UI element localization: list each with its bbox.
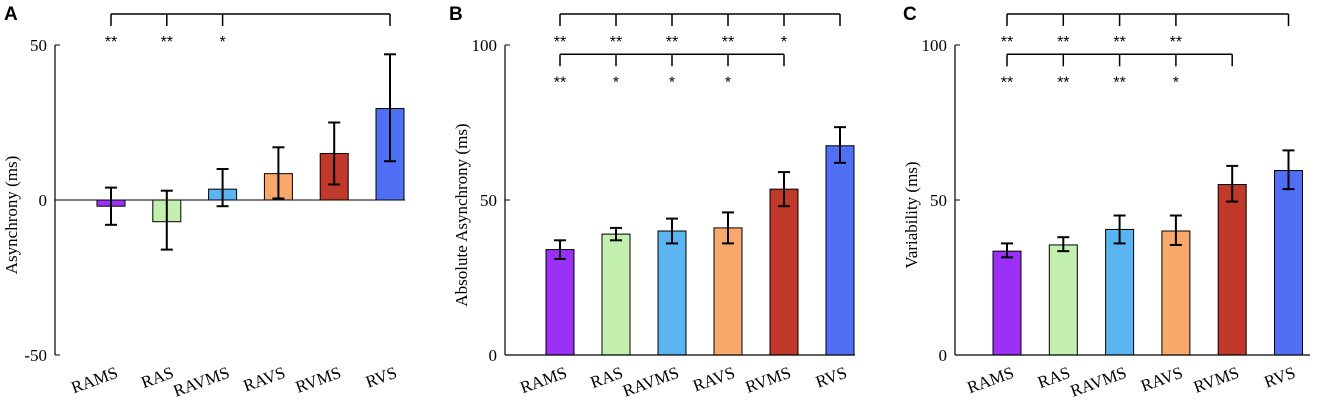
category-label-ras: RAS: [1035, 363, 1073, 392]
y-tick-label: 0: [939, 346, 948, 365]
category-label-ras: RAS: [139, 363, 177, 392]
significance-mark: **: [1001, 74, 1013, 91]
y-tick-label: -50: [24, 346, 47, 365]
significance-mark: **: [1170, 34, 1182, 51]
category-label-ras: RAS: [588, 363, 626, 392]
y-tick-label: 100: [472, 36, 498, 55]
bar-ravms: [1105, 228, 1135, 356]
category-label-rvms: RVMS: [1191, 363, 1242, 397]
y-tick-label: 50: [30, 36, 47, 55]
significance-mark: **: [161, 34, 173, 51]
y-axis-label: Asynchrony (ms): [2, 156, 21, 275]
y-axis-label: Absolute Asynchrony (ms): [452, 123, 471, 306]
significance-mark: **: [554, 34, 566, 51]
bar-rvms: [1217, 184, 1247, 356]
significance-mark: **: [666, 34, 678, 51]
significance-mark: *: [613, 74, 619, 91]
bar-ravms: [657, 230, 687, 356]
category-label-rams: RAMS: [518, 363, 570, 397]
bar-ras: [601, 233, 631, 356]
y-tick-label: 0: [39, 191, 48, 210]
significance-mark: **: [1113, 34, 1125, 51]
y-axis-label: Variability (ms): [902, 161, 921, 268]
category-label-rams: RAMS: [69, 363, 121, 397]
significance-mark: *: [725, 74, 731, 91]
category-label-rvs: RVS: [1262, 363, 1298, 392]
significance-mark: *: [1173, 74, 1179, 91]
category-label-ravs: RAVS: [241, 363, 288, 396]
panel-label: B: [449, 4, 463, 25]
bar-ras: [1048, 244, 1078, 356]
y-tick-label: 50: [480, 191, 497, 210]
y-tick-label: 100: [922, 36, 948, 55]
significance-mark: **: [554, 74, 566, 91]
category-label-rams: RAMS: [965, 363, 1017, 397]
significance-mark: **: [610, 34, 622, 51]
significance-mark: **: [105, 34, 117, 51]
bar-rams: [545, 249, 575, 356]
significance-mark: **: [1113, 74, 1125, 91]
category-label-ravms: RAVMS: [171, 363, 232, 401]
panel-label: C: [903, 4, 917, 25]
category-label-ravms: RAVMS: [620, 363, 681, 401]
bar-ravs: [1161, 230, 1191, 356]
significance-mark: *: [669, 74, 675, 91]
y-tick-label: 50: [930, 191, 947, 210]
significance-mark: **: [722, 34, 734, 51]
bar-ravs: [713, 227, 743, 356]
significance-mark: **: [1057, 74, 1069, 91]
category-label-ravms: RAVMS: [1068, 363, 1129, 401]
bar-rvms: [769, 188, 799, 356]
category-label-ravs: RAVS: [1138, 363, 1185, 396]
significance-mark: **: [1001, 34, 1013, 51]
category-label-rvs: RVS: [363, 363, 399, 392]
significance-mark: *: [781, 34, 787, 51]
category-label-rvms: RVMS: [743, 363, 794, 397]
bar-rams: [992, 250, 1022, 356]
bar-rvs: [1274, 170, 1303, 356]
category-label-ravs: RAVS: [690, 363, 737, 396]
category-label-rvs: RVS: [813, 363, 849, 392]
significance-mark: *: [219, 34, 225, 51]
y-tick-label: 0: [489, 346, 498, 365]
bar-rvs: [825, 145, 855, 356]
significance-mark: **: [1057, 34, 1069, 51]
panel-label: A: [4, 4, 18, 25]
category-label-rvms: RVMS: [293, 363, 344, 397]
